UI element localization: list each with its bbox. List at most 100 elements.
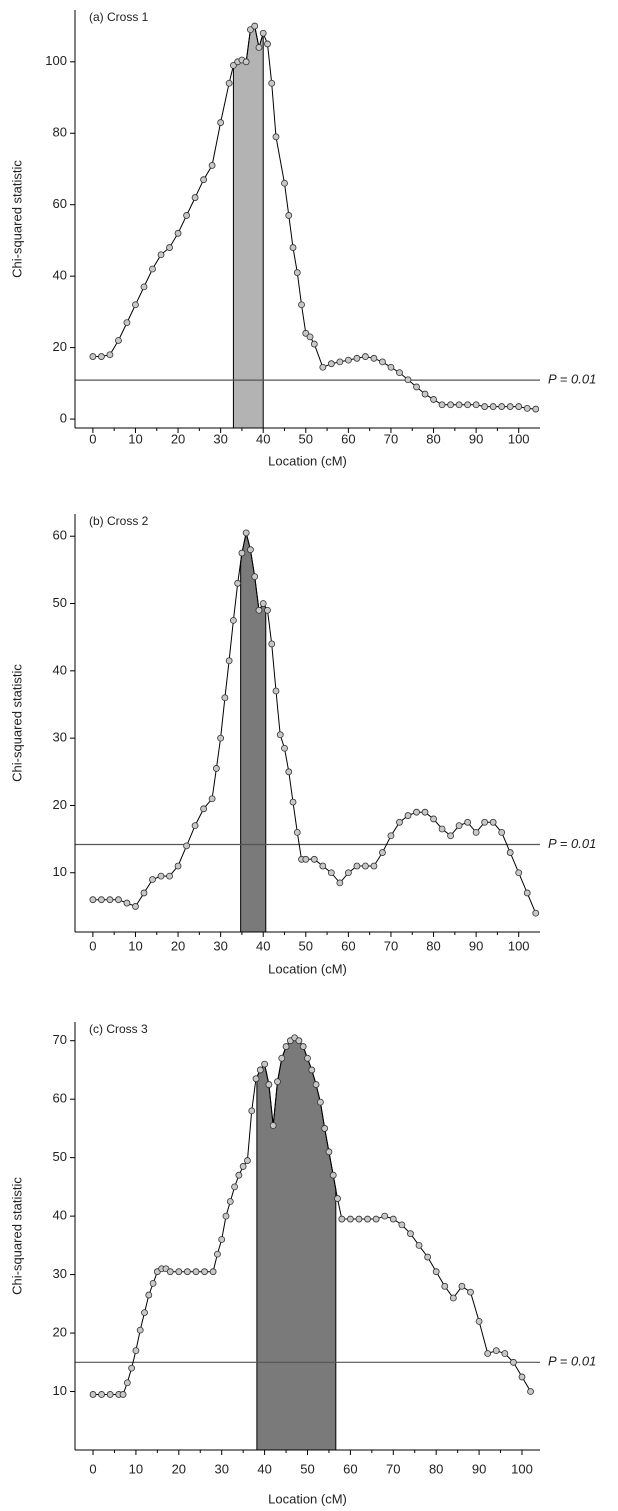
- data-point: [298, 301, 305, 309]
- y-tick-label: 60: [53, 1091, 67, 1106]
- data-point: [132, 1347, 140, 1355]
- data-point: [321, 1125, 329, 1132]
- y-tick-label: 40: [53, 662, 67, 677]
- data-point: [302, 855, 310, 863]
- y-tick-label: 10: [53, 864, 67, 879]
- x-tick-label: 100: [508, 938, 530, 953]
- data-point: [372, 1215, 380, 1223]
- data-point: [532, 909, 540, 917]
- data-point: [458, 1282, 466, 1290]
- data-point: [235, 1171, 243, 1179]
- x-tick-label: 40: [256, 938, 270, 953]
- data-point: [515, 869, 523, 877]
- data-point: [344, 869, 352, 877]
- data-point: [272, 133, 280, 141]
- data-point: [123, 1379, 131, 1387]
- data-point: [379, 849, 386, 856]
- data-point: [455, 822, 463, 830]
- data-point: [438, 825, 446, 833]
- data-point: [282, 1043, 290, 1050]
- data-point: [421, 390, 429, 398]
- data-point: [308, 1066, 316, 1074]
- data-point: [106, 1391, 114, 1398]
- data-point: [183, 842, 190, 850]
- x-tick-label: 100: [508, 431, 530, 446]
- data-point: [415, 1241, 423, 1249]
- data-point: [218, 1236, 226, 1243]
- data-point: [325, 1148, 333, 1156]
- y-tick-label: 70: [53, 1032, 67, 1047]
- data-point: [438, 401, 446, 409]
- x-tick-label: 80: [426, 431, 440, 446]
- data-point: [353, 354, 361, 362]
- x-tick-label: 40: [256, 431, 270, 446]
- data-point: [209, 1268, 217, 1276]
- data-point: [346, 1215, 354, 1223]
- data-point: [389, 1215, 397, 1223]
- y-tick-label: 10: [53, 1383, 67, 1398]
- threshold-label: P = 0.01: [548, 372, 596, 387]
- data-point: [132, 903, 139, 910]
- y-axis-label: Chi-squared statistic: [9, 160, 24, 278]
- data-point: [115, 896, 122, 904]
- data-point: [166, 872, 173, 880]
- data-point: [247, 26, 254, 34]
- x-tick-label: 70: [384, 938, 398, 953]
- x-tick-label: 40: [257, 1461, 271, 1476]
- x-tick-label: 20: [172, 1461, 186, 1476]
- data-point: [140, 283, 148, 291]
- data-point: [396, 818, 403, 826]
- data-point: [239, 1163, 247, 1170]
- data-point: [523, 404, 531, 412]
- data-point: [252, 1075, 260, 1083]
- threshold-label: P = 0.01: [548, 1354, 596, 1369]
- data-point: [370, 354, 378, 362]
- data-point: [501, 1350, 509, 1357]
- data-point: [364, 1215, 371, 1223]
- data-point: [208, 795, 216, 803]
- data-point: [98, 353, 105, 360]
- y-tick-label: 40: [53, 1208, 67, 1223]
- data-point: [336, 879, 344, 887]
- data-point: [413, 383, 420, 391]
- data-point: [329, 1171, 337, 1179]
- data-point: [226, 1198, 234, 1205]
- data-point: [89, 1391, 97, 1398]
- data-point: [264, 40, 271, 48]
- x-tick-label: 10: [128, 431, 142, 446]
- y-tick-label: 80: [53, 125, 67, 140]
- data-point: [430, 815, 437, 823]
- data-point: [387, 832, 395, 840]
- data-point: [89, 896, 97, 904]
- data-point: [128, 1364, 136, 1372]
- data-point: [123, 319, 131, 327]
- x-tick-label: 70: [386, 1461, 400, 1476]
- data-point: [353, 862, 361, 870]
- data-point: [259, 29, 267, 37]
- data-point: [285, 768, 293, 776]
- data-point: [119, 1391, 127, 1398]
- data-point: [247, 546, 254, 554]
- data-point: [316, 1098, 324, 1106]
- data-point: [407, 1230, 414, 1238]
- x-tick-label: 20: [171, 431, 185, 446]
- data-point: [123, 899, 131, 907]
- data-point: [221, 694, 229, 702]
- data-point: [285, 212, 293, 219]
- data-point: [264, 606, 271, 614]
- data-point: [157, 872, 165, 880]
- interval-shade: [240, 532, 267, 933]
- data-line: [92, 25, 536, 410]
- data-point: [140, 889, 148, 897]
- data-point: [251, 573, 259, 580]
- data-point: [310, 340, 318, 348]
- data-point: [312, 1081, 320, 1088]
- data-point: [256, 1066, 264, 1074]
- data-point: [261, 1060, 269, 1068]
- data-point: [242, 58, 250, 66]
- data-point: [157, 251, 165, 259]
- data-point: [217, 119, 225, 126]
- y-tick-label: 50: [53, 595, 67, 610]
- y-tick-label: 30: [53, 730, 67, 745]
